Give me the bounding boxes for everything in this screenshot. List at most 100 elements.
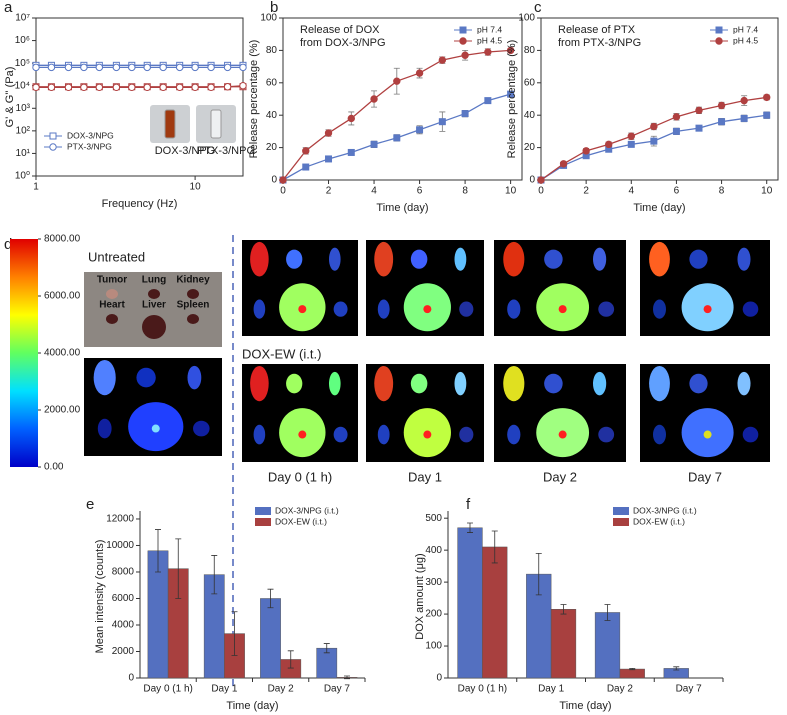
marker: [672, 113, 681, 121]
marker: [223, 83, 232, 91]
marker: [559, 160, 568, 168]
marker: [112, 83, 121, 92]
marker: [370, 140, 378, 148]
x-axis-label: Time (day): [376, 202, 428, 214]
legend-swatch: [255, 518, 271, 526]
organ-signal: [250, 365, 269, 402]
error-bar: [267, 588, 274, 609]
organ: [148, 289, 160, 299]
annotation: PTX-3/NPG: [197, 145, 255, 157]
group-label: DOX-EW (i.t.): [242, 346, 321, 361]
y-tick-label: 10⁶: [15, 35, 30, 46]
error-bar: [535, 552, 542, 596]
marker: [695, 124, 703, 132]
organ: [187, 314, 199, 324]
marker: [302, 147, 310, 155]
error-bar: [231, 611, 238, 656]
annotation: Release of PTX: [558, 24, 636, 36]
y-tick-label: 10000: [106, 540, 134, 551]
legend-label: pH 7.4: [733, 24, 758, 34]
y-tick-label: 20: [524, 142, 536, 153]
hotspot: [423, 305, 432, 314]
organ-signal: [93, 359, 116, 396]
y-tick-label: 100: [425, 641, 442, 652]
x-tick-label: 4: [371, 186, 377, 197]
marker: [537, 176, 545, 184]
marker: [325, 155, 333, 163]
y-tick-label: 400: [425, 545, 442, 556]
marker: [393, 77, 401, 85]
x-tick-label: Day 1: [538, 684, 565, 695]
marker: [159, 83, 167, 92]
y-axis-label: Release percentage (%): [506, 40, 518, 159]
organ-signal: [544, 249, 563, 269]
annotation: from PTX-3/NPG: [558, 37, 641, 49]
x-axis-label: Time (day): [633, 202, 685, 214]
y-tick-label: 80: [266, 45, 278, 56]
annotation: from DOX-3/NPG: [300, 37, 386, 49]
x-axis-label: Time (day): [559, 700, 611, 712]
x-tick-label: 4: [629, 186, 635, 197]
y-tick-label: 0: [271, 175, 277, 186]
error-bar: [323, 643, 330, 654]
marker: [175, 63, 184, 72]
marker: [438, 56, 447, 64]
organ-signal: [329, 247, 341, 271]
organ-signal: [598, 301, 615, 317]
organ-signal: [377, 299, 390, 319]
marker: [207, 63, 215, 72]
y-tick-label: 10¹: [16, 148, 31, 159]
marker: [740, 114, 748, 122]
x-tick-label: Day 1: [211, 684, 238, 695]
organ-signal: [689, 373, 708, 394]
marker: [695, 106, 703, 115]
organ: [142, 315, 166, 339]
marker: [347, 148, 355, 156]
organ-signal: [286, 373, 303, 394]
marker: [605, 140, 613, 149]
x-tick-label: 6: [417, 186, 423, 197]
legend-label: DOX-3/NPG (i.t.): [275, 505, 339, 515]
marker: [143, 63, 151, 72]
colorbar-tick-label: 2000.00: [44, 405, 81, 416]
vial: [210, 109, 222, 139]
marker: [459, 37, 467, 45]
colorbar-tick-label: 4000.00: [44, 348, 81, 359]
organ-signal: [742, 426, 759, 443]
panel-letter: d: [4, 236, 12, 253]
day-label: Day 1: [408, 469, 442, 484]
marker: [484, 48, 492, 56]
x-tick-label: 6: [674, 186, 680, 197]
error-bar: [211, 555, 218, 595]
colorbar-tick-label: 6000.00: [44, 291, 81, 302]
organ-signal: [329, 371, 341, 396]
hotspot: [558, 305, 567, 314]
y-axis-label: G' & G'' (Pa): [4, 67, 16, 128]
y-tick-label: 40: [524, 110, 536, 121]
marker: [191, 83, 199, 92]
marker: [279, 176, 287, 184]
marker: [484, 97, 492, 105]
marker: [47, 63, 56, 72]
marker: [143, 83, 151, 92]
plot-frame: [35, 17, 244, 177]
marker: [438, 118, 446, 126]
organ: [106, 289, 118, 299]
marker: [650, 122, 658, 131]
marker: [223, 63, 232, 72]
legend-label: pH 7.4: [477, 24, 502, 34]
marker: [627, 140, 635, 148]
organ-signal: [737, 247, 751, 271]
organ-signal: [653, 424, 666, 445]
x-tick-label: 10: [505, 186, 517, 197]
legend-label: DOX-3/NPG: [67, 130, 114, 140]
marker: [393, 134, 401, 142]
marker: [763, 93, 771, 102]
x-axis-label: Time (day): [226, 700, 278, 712]
marker: [370, 95, 378, 103]
y-tick-label: 20: [266, 142, 278, 153]
panel-letter: f: [466, 496, 471, 513]
plot-frame: [282, 17, 523, 181]
legend-label: PTX-3/NPG: [67, 141, 112, 151]
